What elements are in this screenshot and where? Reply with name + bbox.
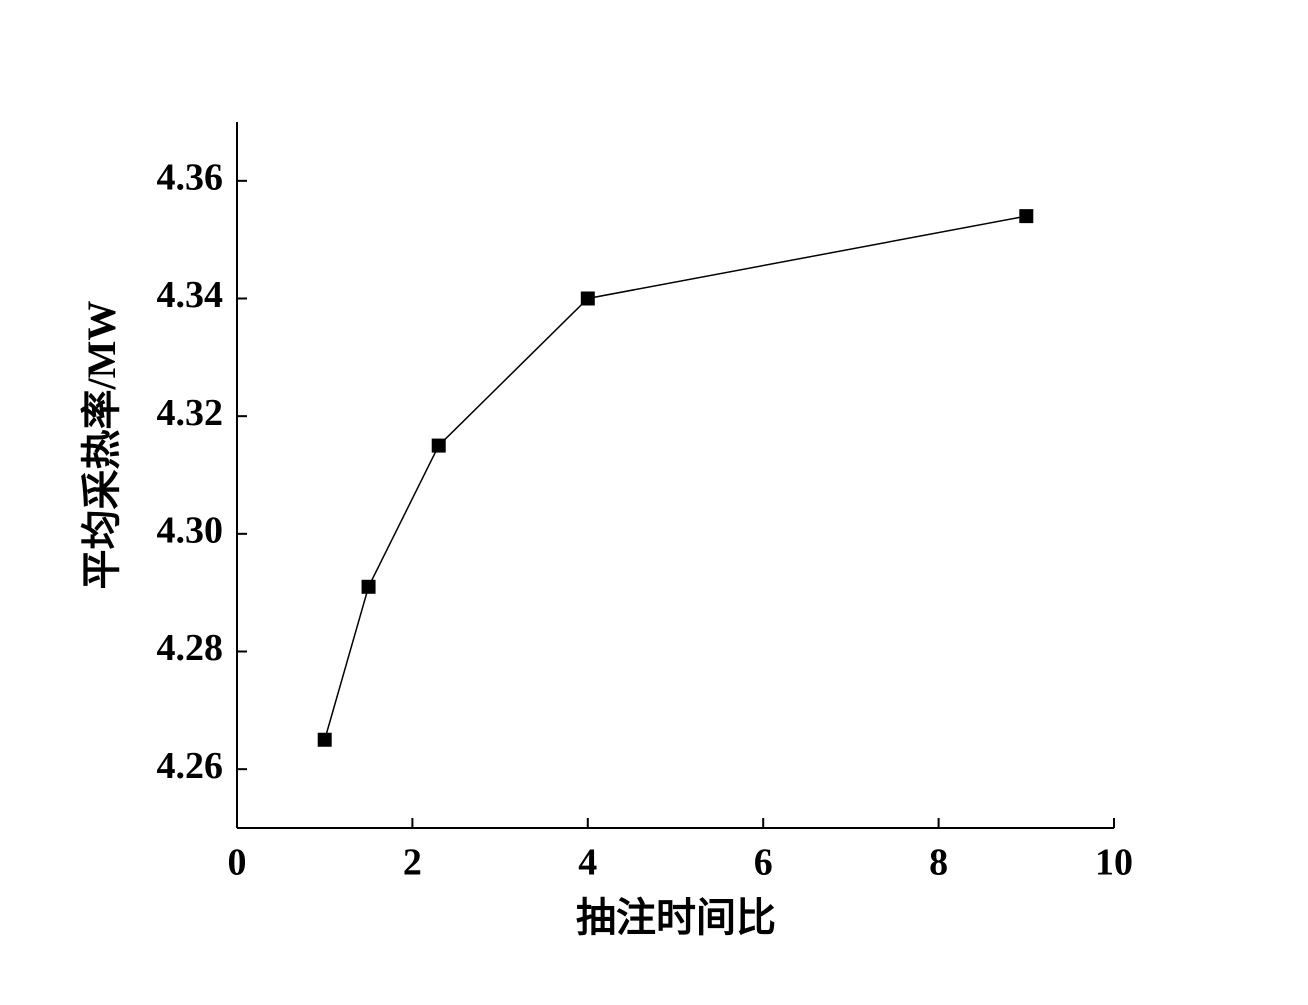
y-axis-label: 平均采热率/MW <box>79 301 124 590</box>
y-tick-label: 4.32 <box>157 392 224 434</box>
x-tick-label: 8 <box>929 842 948 884</box>
y-tick-label: 4.36 <box>157 157 224 199</box>
x-tick-label: 4 <box>578 842 597 884</box>
y-tick-label: 4.26 <box>157 745 224 787</box>
data-point <box>431 438 446 453</box>
data-line <box>323 215 1027 740</box>
y-tick-label: 4.28 <box>157 627 224 669</box>
data-point <box>580 291 595 306</box>
data-point <box>361 579 376 594</box>
x-axis-label: 抽注时间比 <box>576 895 776 940</box>
x-tick-label: 0 <box>228 842 247 884</box>
data-point <box>317 732 332 747</box>
x-tick-label: 10 <box>1095 842 1133 884</box>
x-tick-label: 6 <box>754 842 773 884</box>
x-tick-label: 2 <box>403 842 422 884</box>
y-tick-label: 4.34 <box>157 274 224 316</box>
data-point <box>1019 209 1034 224</box>
y-tick-label: 4.30 <box>157 510 224 552</box>
